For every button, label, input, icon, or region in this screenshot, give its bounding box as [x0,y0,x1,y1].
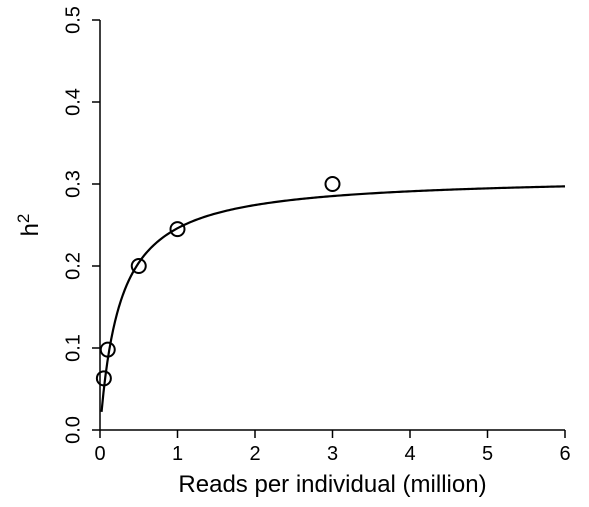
y-axis-title: h2 [14,214,45,237]
chart-svg: 0 1 2 3 4 5 6 0.0 0.1 0.2 0.3 0.4 0.5 Reads per indiv… [0,0,589,507]
data-point [326,177,340,191]
x-tick-label: 1 [172,443,183,465]
y-tick-label: 0.4 [62,88,84,116]
chart-container: 0 1 2 3 4 5 6 0.0 0.1 0.2 0.3 0.4 0.5 Reads per indiv… [0,0,589,507]
x-tick-label: 5 [482,443,493,465]
y-tick-label: 0.1 [62,334,84,362]
y-tick-label: 0.2 [62,252,84,280]
x-tick-label: 4 [404,443,415,465]
x-tick-label: 6 [559,443,570,465]
x-tick-label: 3 [327,443,338,465]
y-tick-label: 0.3 [62,170,84,198]
x-tick-label: 0 [94,443,105,465]
x-axis-title: Reads per individual (million) [178,471,486,498]
x-tick-label: 2 [249,443,260,465]
y-tick-label: 0.5 [62,6,84,34]
fitted-curve [102,186,565,411]
y-tick-label: 0.0 [62,416,84,444]
